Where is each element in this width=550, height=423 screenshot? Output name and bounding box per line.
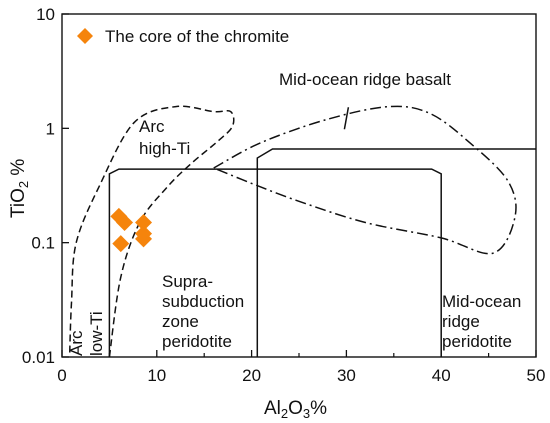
x-tick-label: 10 — [147, 366, 166, 385]
arc-low-ti-label-line2: low-Ti — [87, 311, 106, 356]
arc-high-ti-label-line2: high-Ti — [139, 139, 190, 158]
axis-ticks: 0 10 20 30 40 50 0.01 0.1 1 10 — [22, 5, 546, 385]
legend-diamond-marker — [77, 28, 93, 44]
tectonic-fields — [68, 105, 536, 358]
mid-ocean-ridge-peridotite-field — [256, 148, 536, 357]
morb-label-leader — [343, 107, 350, 130]
data-point-diamond — [116, 214, 134, 232]
morb-label: Mid-ocean ridge basalt — [279, 70, 451, 89]
mid-ocean-ridge-basalt-field — [213, 105, 517, 255]
y-tick-label: 0.1 — [31, 234, 55, 253]
ssz-label-line3: zone — [162, 312, 199, 331]
y-tick-label: 10 — [36, 5, 55, 24]
mor-label-line3: peridotite — [442, 332, 512, 351]
field-labels: Arc high-Ti Mid-ocean ridge basalt Supra… — [67, 70, 521, 356]
ssz-label-line4: peridotite — [162, 332, 232, 351]
data-point-diamond — [135, 230, 153, 248]
arc-high-ti-label-line1: Arc — [139, 117, 165, 136]
legend-label: The core of the chromite — [105, 27, 289, 46]
mor-label-line1: Mid-ocean — [442, 292, 521, 311]
y-tick-label: 0.01 — [22, 348, 55, 367]
data-point-diamond — [135, 214, 153, 232]
y-axis-title: TiO2 % — [8, 159, 31, 218]
data-point-diamond — [112, 235, 130, 253]
x-tick-label: 20 — [242, 366, 261, 385]
x-tick-label: 50 — [527, 366, 546, 385]
y-tick-label: 1 — [46, 119, 55, 138]
supra-subduction-zone-peridotite-field — [108, 168, 442, 357]
x-tick-label: 30 — [337, 366, 356, 385]
x-tick-label: 0 — [57, 366, 66, 385]
x-axis-title: Al2O3% — [264, 398, 327, 421]
ssz-label-line2: subduction — [162, 292, 244, 311]
legend: The core of the chromite — [77, 27, 289, 46]
ssz-label-line1: Supra- — [162, 272, 213, 291]
arc-high-ti-field — [68, 105, 235, 358]
mor-label-line2: ridge — [442, 312, 480, 331]
x-tick-label: 40 — [432, 366, 451, 385]
arc-low-ti-label-line1: Arc — [67, 330, 86, 356]
data-points — [110, 207, 153, 253]
